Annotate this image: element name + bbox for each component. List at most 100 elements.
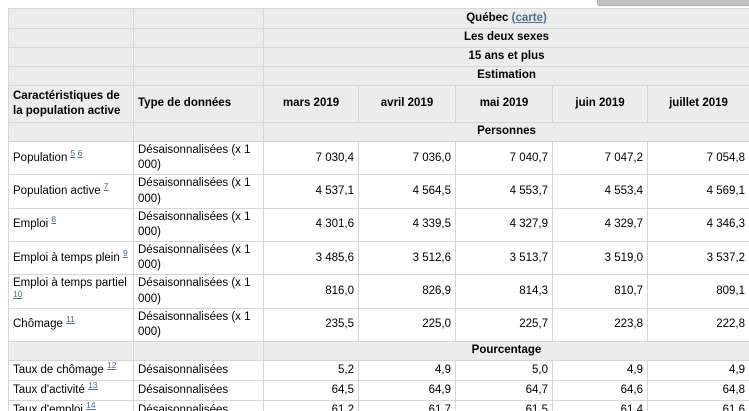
value-cell: 4 553,7: [455, 174, 553, 209]
region-header-cell: Québec (carte): [262, 8, 749, 29]
value-cell: 3 513,7: [455, 241, 553, 276]
value-cell: 4 537,1: [263, 174, 359, 209]
value-cell: 7 030,4: [263, 140, 359, 176]
value-cell: 4 569,1: [646, 174, 749, 209]
section-header-row: Personnes: [8, 122, 749, 142]
footnote-link[interactable]: 9: [122, 247, 128, 258]
table-row-chomage: Chômage 11 Désaisonnalisées (x 1 000) 23…: [8, 307, 749, 343]
value-cell: 222,8: [646, 307, 749, 343]
value-cell: 225,0: [358, 307, 456, 343]
empty-cell: [8, 122, 134, 142]
value-cell: 814,3: [455, 274, 553, 309]
region-label: Québec: [466, 11, 512, 24]
row-label: Chômage 11: [8, 307, 134, 343]
value-cell: 4 301,6: [263, 207, 359, 243]
value-cell: 4 339,5: [358, 207, 456, 243]
value-cell: 4,9: [552, 360, 648, 382]
value-cell: 61,6: [646, 400, 749, 411]
row-label: Emploi à temps partiel 10: [8, 274, 134, 309]
empty-cell: [133, 8, 264, 29]
sex-header-row: Les deux sexes: [8, 28, 749, 48]
value-cell: 3 485,6: [263, 241, 359, 276]
map-link[interactable]: (carte): [511, 11, 547, 24]
value-cell: 64,5: [263, 380, 359, 402]
row-label: Population 5 6: [8, 140, 134, 176]
data-type-cell: Désaisonnalisées (x 1 000): [133, 207, 264, 243]
month-column-header: mars 2019: [263, 85, 359, 123]
value-cell: 809,1: [646, 274, 749, 309]
table-row-taux-activite: Taux d'activité 13 Désaisonnalisées 64,5…: [8, 380, 749, 402]
footnote-link[interactable]: 8: [51, 214, 57, 225]
value-cell: 235,5: [263, 307, 359, 343]
horizontal-scrollbar-thumb[interactable]: [597, 0, 749, 6]
value-cell: 223,8: [552, 307, 648, 343]
footnote-link[interactable]: 13: [88, 380, 98, 391]
table-row-population: Population 5 6 Désaisonnalisées (x 1 000…: [8, 140, 749, 176]
value-cell: 7 040,7: [455, 140, 553, 176]
empty-cell: [8, 8, 134, 29]
region-header-row: Québec (carte): [8, 8, 749, 29]
value-cell: 61,7: [358, 400, 456, 411]
table-row-taux-emploi: Taux d'emploi 14 Désaisonnalisées 61,2 6…: [8, 400, 749, 411]
value-cell: 3 519,0: [552, 241, 648, 276]
row-label: Emploi 8: [8, 207, 134, 243]
footnote-link[interactable]: 5: [70, 147, 76, 158]
value-cell: 3 537,2: [646, 241, 749, 276]
value-cell: 64,9: [358, 380, 456, 402]
labour-force-statistics-table: Québec (carte) Les deux sexes 15 ans et …: [8, 8, 749, 411]
section-title-personnes: Personnes: [262, 122, 749, 142]
value-cell: 64,7: [455, 380, 553, 402]
value-cell: 4,9: [358, 360, 456, 382]
value-cell: 826,9: [358, 274, 456, 309]
empty-cell: [133, 66, 264, 86]
row-label: Population active 7: [8, 174, 134, 209]
section-title-pourcentage: Pourcentage: [262, 341, 749, 362]
row-label: Taux d'emploi 14: [8, 400, 134, 411]
data-type-cell: Désaisonnalisées: [133, 380, 264, 402]
table-row-emploi-temps-partiel: Emploi à temps partiel 10 Désaisonnalisé…: [8, 274, 749, 309]
footnote-link[interactable]: 10: [13, 288, 23, 299]
footnote-link[interactable]: 7: [103, 181, 109, 192]
footnote-link[interactable]: 6: [77, 147, 83, 158]
data-type-cell: Désaisonnalisées: [133, 360, 264, 382]
row-label: Emploi à temps plein 9: [8, 241, 134, 276]
value-cell: 3 512,6: [358, 241, 456, 276]
value-cell: 61,5: [455, 400, 553, 411]
value-cell: 810,7: [552, 274, 648, 309]
row-label: Taux d'activité 13: [8, 380, 134, 402]
footnote-link[interactable]: 14: [86, 400, 96, 411]
value-cell: 4 327,9: [455, 207, 553, 243]
value-cell: 4 329,7: [552, 207, 648, 243]
data-type-column-header: Type de données: [133, 85, 264, 123]
estimate-header-row: Estimation: [8, 66, 749, 86]
data-type-cell: Désaisonnalisées: [133, 400, 264, 411]
empty-cell: [133, 47, 264, 67]
table-row-taux-chomage: Taux de chômage 12 Désaisonnalisées 5,2 …: [8, 360, 749, 382]
value-cell: 7 054,8: [646, 140, 749, 176]
data-type-cell: Désaisonnalisées (x 1 000): [133, 307, 264, 343]
value-cell: 64,6: [552, 380, 648, 402]
empty-cell: [8, 341, 134, 362]
data-type-cell: Désaisonnalisées (x 1 000): [133, 241, 264, 276]
footnote-link[interactable]: 11: [66, 314, 75, 325]
empty-cell: [8, 47, 134, 67]
table-row-emploi: Emploi 8 Désaisonnalisées (x 1 000) 4 30…: [8, 207, 749, 243]
empty-cell: [133, 122, 264, 142]
value-cell: 4 564,5: [358, 174, 456, 209]
value-cell: 64,8: [646, 380, 749, 402]
value-cell: 4 553,4: [552, 174, 648, 209]
value-cell: 225,7: [455, 307, 553, 343]
value-cell: 61,4: [552, 400, 648, 411]
value-cell: 7 036,0: [358, 140, 456, 176]
value-cell: 816,0: [263, 274, 359, 309]
column-header-row: Caractéristiques de la population active…: [8, 85, 749, 123]
value-cell: 4,9: [646, 360, 749, 382]
value-cell: 61,2: [263, 400, 359, 411]
empty-cell: [8, 28, 134, 48]
month-column-header: juin 2019: [552, 85, 648, 123]
value-cell: 4 346,3: [646, 207, 749, 243]
empty-cell: [8, 66, 134, 86]
section-header-row: Pourcentage: [8, 341, 749, 362]
footnote-link[interactable]: 12: [107, 360, 117, 371]
